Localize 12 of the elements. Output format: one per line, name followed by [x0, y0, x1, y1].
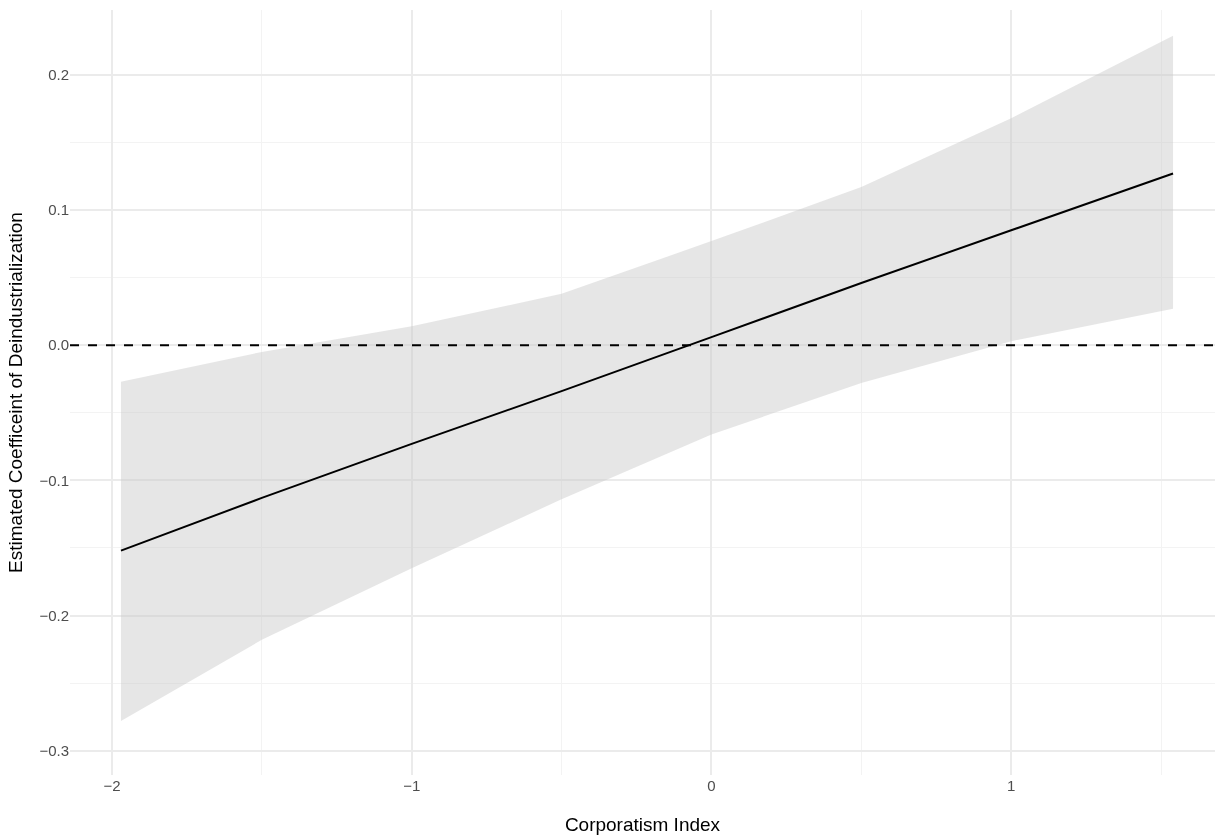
y-tick-label: −0.2	[39, 606, 69, 624]
x-tick-label: −2	[103, 777, 121, 794]
y-tick-label: 0.0	[48, 336, 69, 354]
y-tick-label: −0.3	[39, 741, 69, 759]
y-tick-label: 0.2	[48, 66, 69, 84]
x-tick-label: −1	[403, 777, 421, 794]
y-tick-label: −0.1	[39, 471, 69, 489]
x-tick-label: 0	[707, 777, 716, 794]
y-axis-title: Estimated Coefficeint of Deindustrialization	[5, 212, 26, 573]
x-axis-title: Corporatism Index	[564, 814, 721, 835]
x-tick-label: 1	[1007, 777, 1016, 794]
y-tick-label: 0.1	[48, 201, 69, 219]
